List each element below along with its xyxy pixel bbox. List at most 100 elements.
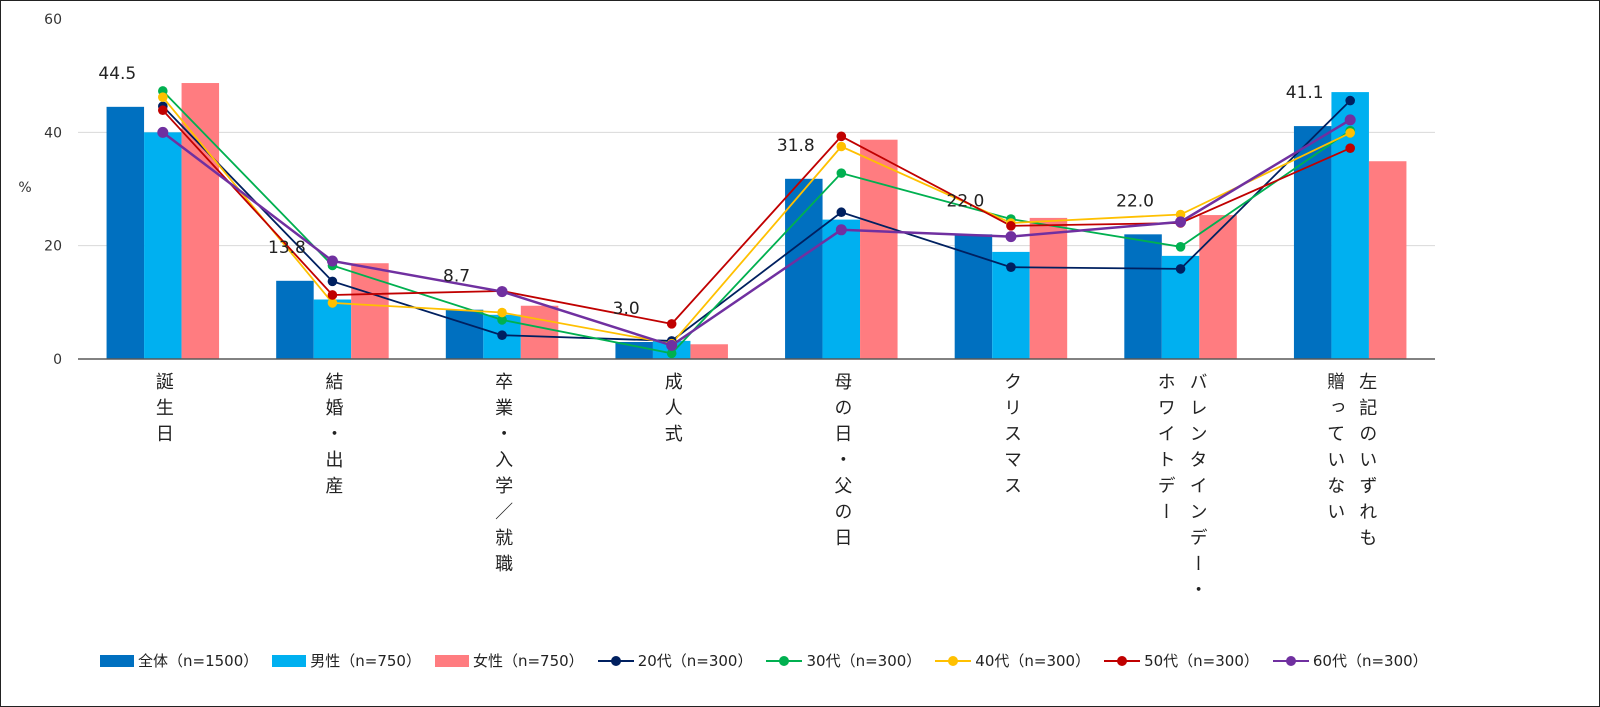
line-series-1	[162, 90, 1351, 355]
point-0-7	[1345, 95, 1355, 106]
bar-2-3	[690, 344, 728, 359]
point-1-2	[497, 315, 507, 325]
bar-2-1	[351, 263, 389, 359]
y-tick-label: 20	[44, 239, 62, 255]
category-label: 母の日・父の日	[831, 372, 853, 554]
point-1-3	[666, 348, 677, 359]
data-label: 41.1	[1286, 83, 1324, 103]
category-label: 成人式	[661, 372, 683, 450]
legend-label: 30代（n=300）	[806, 652, 922, 670]
data-label: 3.0	[613, 299, 640, 319]
category-label: バレンタインデー・ ホワイトデー	[1154, 372, 1208, 606]
legend-label: 女性（n=750）	[472, 652, 584, 670]
data-label: 31.8	[777, 136, 815, 156]
bar-1-1	[313, 299, 352, 359]
point-3-3	[666, 319, 677, 329]
point-4-7	[1344, 114, 1356, 126]
legend-label: 20代（n=300）	[637, 652, 753, 670]
category-label: 卒業・入学／就職	[492, 372, 514, 580]
legend-item: 30代（n=300）	[766, 650, 921, 671]
bar-0-7	[1293, 126, 1332, 359]
point-2-7	[1345, 128, 1355, 138]
y-tick-label: 40	[44, 125, 62, 141]
bar-0-6	[1124, 234, 1162, 359]
bar-0-5	[954, 234, 993, 359]
legend-swatch	[597, 655, 634, 667]
point-0-2	[497, 330, 507, 341]
bar-2-5	[1029, 217, 1068, 359]
legend-swatch	[272, 654, 307, 667]
bar-2-2	[520, 305, 559, 359]
point-4-2	[496, 286, 508, 298]
point-1-4	[836, 168, 847, 178]
category-label: 誕生日	[152, 372, 174, 450]
legend-label: 60代（n=300）	[1312, 652, 1428, 670]
legend-item: 男性（n=750）	[272, 650, 421, 671]
point-4-6	[1175, 216, 1187, 228]
bar-0-2	[445, 309, 484, 359]
point-0-5	[1006, 262, 1016, 273]
point-3-4	[836, 131, 847, 142]
point-4-0	[157, 126, 169, 138]
bar-2-4	[860, 139, 898, 359]
point-2-4	[836, 141, 847, 152]
legend-item: 40代（n=300）	[935, 650, 1090, 671]
bar-0-1	[276, 280, 314, 359]
bar-2-6	[1199, 215, 1237, 359]
line-series-0	[162, 99, 1351, 342]
point-4-5	[1005, 231, 1017, 243]
data-label: 22.0	[947, 191, 985, 211]
legend-label: 40代（n=300）	[975, 652, 1091, 670]
data-label: 13.8	[268, 238, 306, 258]
data-label: 8.7	[443, 267, 470, 287]
bar-2-7	[1368, 161, 1407, 359]
bar-1-0	[144, 132, 182, 359]
point-2-0	[158, 92, 168, 102]
point-3-0	[158, 105, 168, 116]
point-3-5	[1006, 221, 1016, 231]
legend-swatch	[434, 654, 469, 667]
legend-swatch	[935, 655, 972, 667]
legend-item: 女性（n=750）	[434, 650, 584, 671]
line-series-4	[162, 118, 1351, 347]
point-1-6	[1175, 242, 1186, 252]
legend-swatch	[1272, 655, 1309, 667]
legend-label: 全体（n=1500）	[138, 652, 259, 670]
legend: 全体（n=1500） 男性（n=750） 女性（n=750） 20代（n=300） 30…	[100, 650, 1442, 671]
data-label: 22.0	[1116, 191, 1154, 211]
point-0-1	[327, 276, 338, 287]
legend-swatch	[1104, 655, 1141, 667]
category-label: 左記のいずれも 贈っていない	[1324, 372, 1378, 554]
point-0-4	[836, 207, 847, 218]
legend-item: 20代（n=300）	[597, 650, 753, 671]
legend-swatch	[100, 654, 134, 667]
point-2-2	[497, 307, 507, 318]
legend-swatch	[766, 655, 803, 667]
point-3-7	[1345, 143, 1355, 153]
legend-label: 男性（n=750）	[310, 652, 421, 670]
point-4-3	[666, 339, 678, 351]
bar-0-0	[106, 106, 145, 359]
legend-item: 50代（n=300）	[1104, 650, 1259, 671]
data-label: 44.5	[98, 64, 136, 84]
bar-2-0	[181, 83, 220, 360]
legend-item: 全体（n=1500）	[100, 650, 258, 671]
point-4-4	[835, 224, 847, 236]
bar-0-4	[785, 178, 823, 359]
category-label: 結婚・出産	[322, 372, 344, 502]
y-tick-label: 60	[44, 12, 62, 28]
point-4-1	[326, 255, 338, 267]
legend-label: 50代（n=300）	[1144, 652, 1259, 670]
bar-0-3	[615, 342, 653, 359]
category-label: クリスマス	[1000, 372, 1022, 502]
legend-item: 60代（n=300）	[1272, 650, 1428, 671]
point-3-1	[327, 290, 338, 300]
line-series-2	[162, 96, 1351, 345]
y-axis-label: %	[18, 180, 31, 196]
bar-1-4	[822, 219, 861, 359]
point-2-6	[1175, 209, 1186, 220]
point-0-6	[1175, 264, 1186, 274]
point-2-1	[327, 298, 338, 308]
y-tick-label: 0	[53, 352, 62, 368]
